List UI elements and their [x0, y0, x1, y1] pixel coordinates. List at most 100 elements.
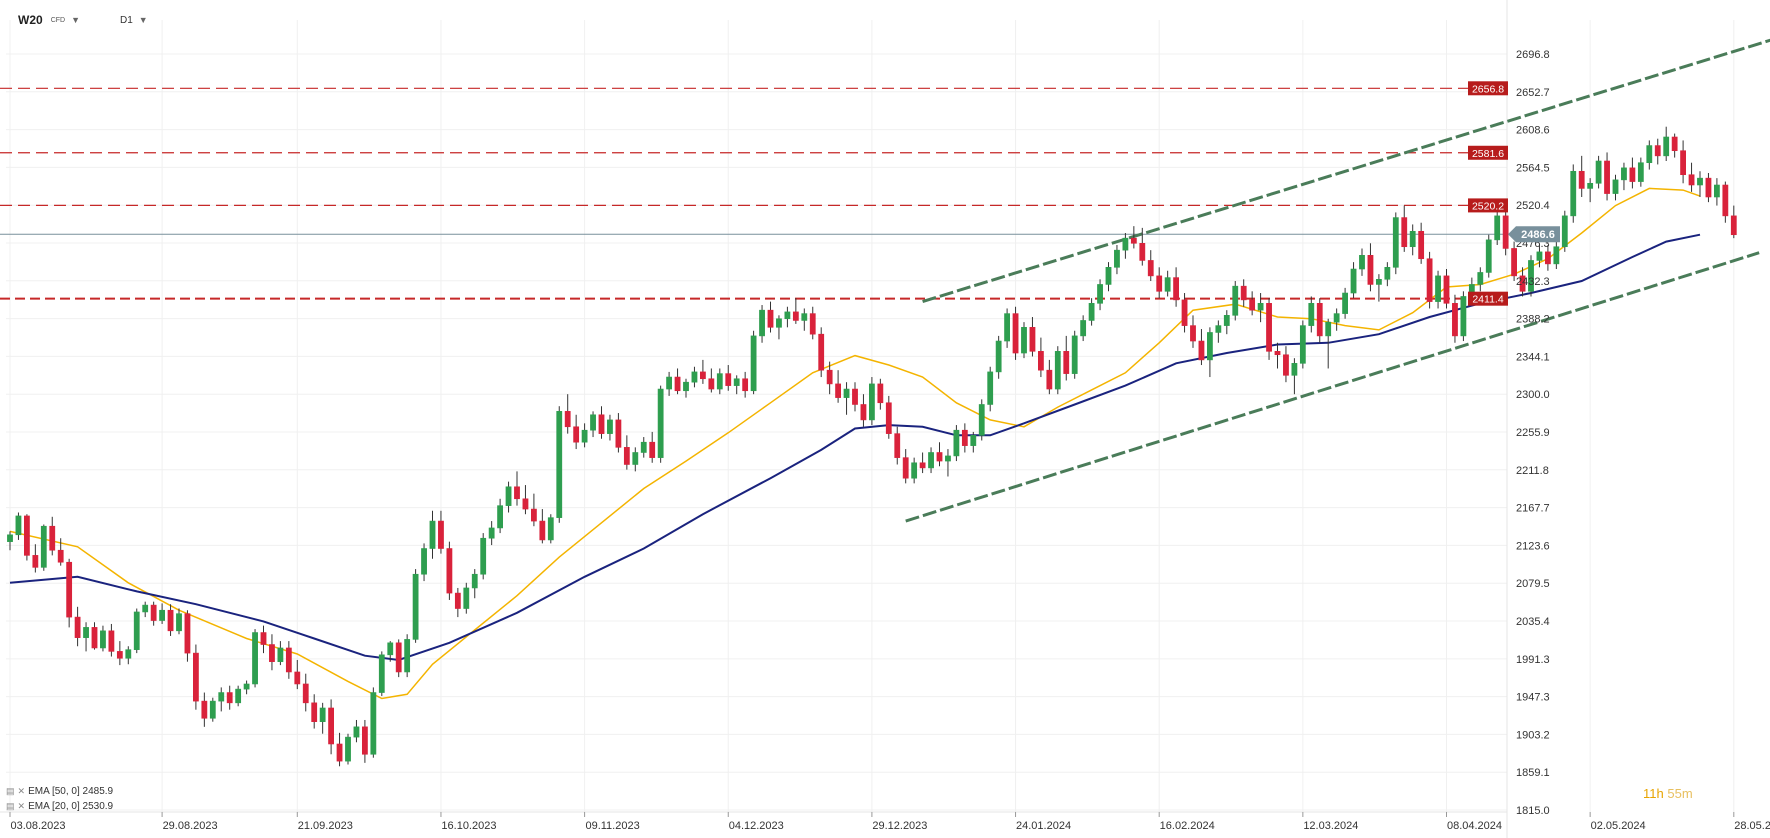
time-tick-label: 02.05.2024	[1591, 820, 1646, 832]
candle	[1663, 126, 1670, 161]
price-tick-label: 2520.4	[1516, 200, 1550, 212]
candle-body	[877, 383, 884, 404]
candle	[759, 305, 765, 343]
candle	[1029, 317, 1036, 357]
candle	[1080, 315, 1087, 342]
candle-body	[302, 683, 309, 704]
indicator-remove-icon[interactable]: ✕	[17, 786, 26, 796]
candle-body	[1088, 303, 1095, 321]
candle	[32, 544, 39, 573]
time-tick-label: 08.04.2024	[1447, 820, 1502, 832]
candle-body	[142, 604, 149, 613]
candle-body	[733, 378, 740, 386]
candle-body	[446, 548, 453, 594]
price-tick-label: 2608.6	[1516, 125, 1550, 137]
candle-body	[1325, 321, 1332, 337]
candle-body	[1680, 150, 1686, 176]
candle	[776, 315, 782, 340]
candle-body	[488, 527, 495, 539]
price-tick-label: 2255.9	[1516, 427, 1550, 439]
candle-body	[860, 404, 867, 421]
candle-body	[311, 702, 318, 722]
timeframe-dropdown-icon[interactable]: ▼	[138, 15, 148, 25]
candle-body	[1122, 237, 1129, 251]
candle-body	[1426, 258, 1433, 302]
candle-body	[1401, 217, 1408, 248]
candle	[1105, 262, 1112, 292]
indicator-settings-icon[interactable]: ▤	[6, 786, 15, 796]
candle-body	[1071, 335, 1078, 374]
price-tick-label: 2035.4	[1516, 616, 1550, 628]
candle	[463, 582, 470, 614]
candle	[404, 634, 411, 678]
candle-body	[1223, 315, 1230, 326]
candle-body	[438, 520, 444, 549]
candle	[961, 423, 968, 453]
candle	[328, 699, 334, 755]
timeframe-selector[interactable]: D1	[120, 14, 133, 26]
candle-body	[1046, 369, 1053, 390]
candle	[378, 651, 385, 696]
candle	[23, 514, 30, 561]
candle	[1409, 224, 1416, 256]
candle-body	[159, 609, 165, 621]
indicator-settings-icon[interactable]: ▤	[6, 801, 15, 811]
candle-countdown: 11h 55m	[1643, 786, 1693, 801]
candle-body	[243, 683, 250, 690]
level-tag-bg	[1468, 198, 1508, 213]
candle	[1528, 255, 1534, 297]
candle-body	[539, 520, 546, 541]
candle	[1359, 248, 1365, 276]
candle	[1063, 335, 1070, 381]
price-tick-label: 2123.6	[1516, 540, 1550, 552]
candle	[894, 426, 901, 465]
candle	[100, 625, 106, 652]
candle-body	[1198, 340, 1205, 361]
symbol-name[interactable]: W20	[18, 13, 43, 27]
candle-body	[928, 452, 934, 469]
candle-body	[598, 414, 605, 434]
candle	[1595, 155, 1602, 189]
symbol-dropdown-icon[interactable]: ▼	[71, 15, 80, 25]
candle	[1545, 245, 1551, 271]
price-tick-label: 1991.3	[1516, 654, 1550, 666]
candle	[15, 512, 22, 540]
candle-body	[209, 700, 216, 719]
candle-body	[471, 573, 478, 589]
candle	[514, 471, 520, 506]
candle	[235, 685, 242, 707]
legend-ema20[interactable]: ▤ ✕ EMA [20, 0] 2530.9	[6, 801, 113, 812]
time-axis: 03.08.2023 29.08.2023 21.09.2023 16.10.2023…	[9, 812, 1770, 832]
current-price-tag: 2486.6	[1508, 226, 1560, 243]
price-tick-label: 1859.1	[1516, 767, 1550, 779]
candle-body	[40, 525, 47, 568]
candle-body	[961, 429, 968, 446]
candle-body	[1595, 160, 1602, 184]
candle	[1705, 172, 1712, 203]
candle	[581, 423, 588, 448]
candle	[1730, 205, 1737, 239]
candle	[1257, 293, 1264, 323]
candle-body	[699, 371, 706, 380]
candle-body	[108, 630, 115, 652]
candle-body	[294, 671, 301, 685]
candle-body	[412, 573, 419, 640]
candles	[7, 126, 1737, 767]
time-tick-label: 03.08.2023	[10, 820, 65, 832]
candle	[953, 425, 960, 462]
candle-body	[1004, 313, 1010, 342]
candle-body	[116, 651, 123, 659]
candle-body	[1266, 303, 1272, 352]
candle-body	[1528, 260, 1534, 292]
candle-body	[1283, 354, 1289, 376]
time-tick-label: 24.01.2024	[1016, 820, 1071, 832]
legend-ema50[interactable]: ▤ ✕ EMA [50, 0] 2485.9	[6, 786, 113, 797]
candle-body	[1012, 313, 1019, 354]
indicator-remove-icon[interactable]: ✕	[17, 801, 26, 811]
candle	[733, 375, 740, 395]
candle	[243, 680, 250, 695]
chart-toolbar: W20 CFD ▼ D1 ▼	[18, 10, 148, 30]
candle-body	[1299, 325, 1306, 364]
candle	[91, 622, 98, 650]
